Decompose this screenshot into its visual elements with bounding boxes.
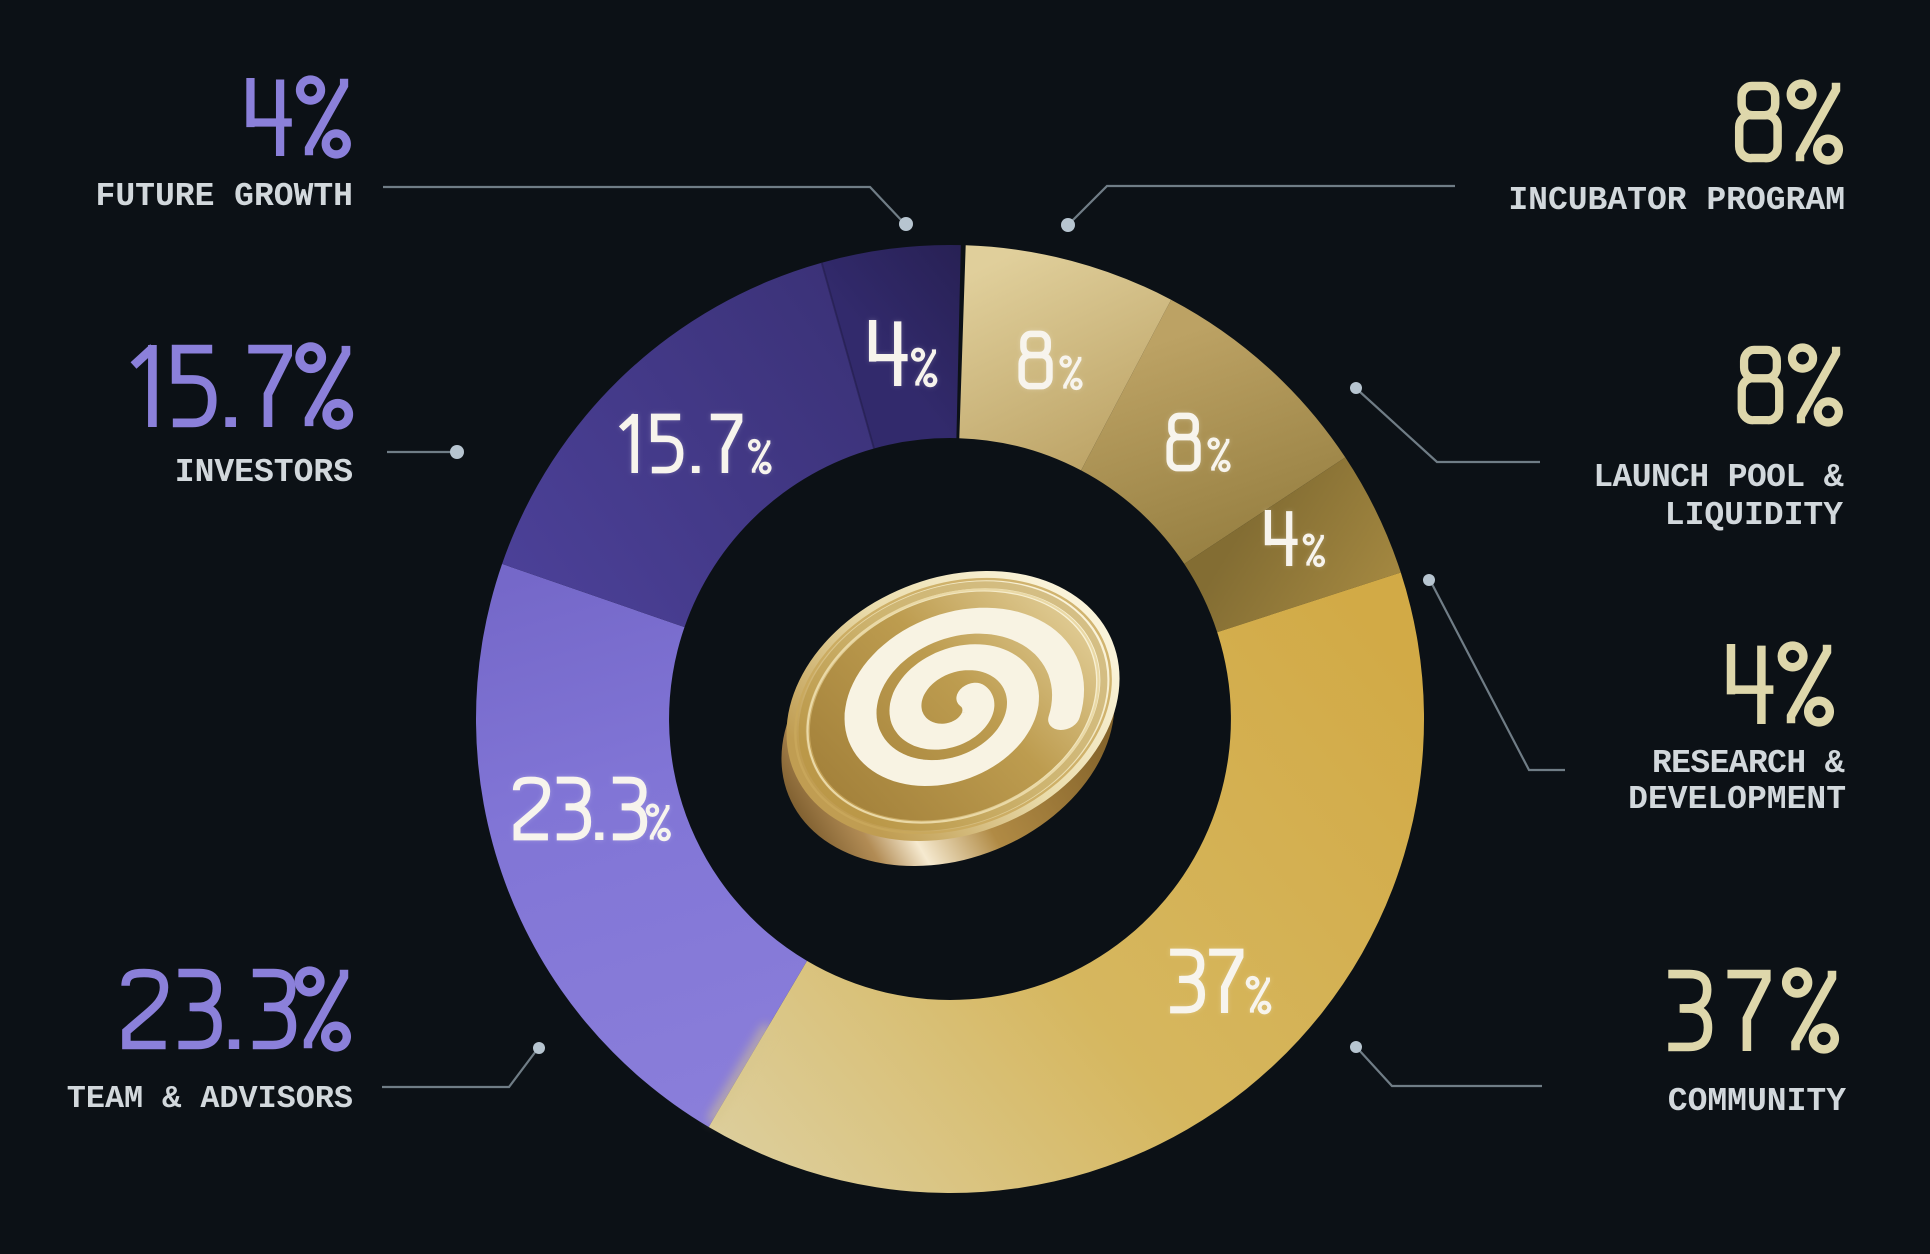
svg-text:TEAM & ADVISORS: TEAM & ADVISORS bbox=[67, 1081, 353, 1117]
svg-text:INVESTORS: INVESTORS bbox=[175, 454, 353, 491]
svg-text:COMMUNITY: COMMUNITY bbox=[1668, 1083, 1846, 1120]
svg-text:FUTURE GROWTH: FUTURE GROWTH bbox=[96, 178, 353, 215]
svg-text:RESEARCH &: RESEARCH & bbox=[1652, 745, 1845, 782]
svg-text:INCUBATOR PROGRAM: INCUBATOR PROGRAM bbox=[1508, 182, 1845, 219]
svg-text:LIQUIDITY: LIQUIDITY bbox=[1665, 497, 1843, 534]
svg-text:LAUNCH POOL &: LAUNCH POOL & bbox=[1593, 459, 1843, 496]
svg-text:DEVELOPMENT: DEVELOPMENT bbox=[1628, 781, 1846, 818]
